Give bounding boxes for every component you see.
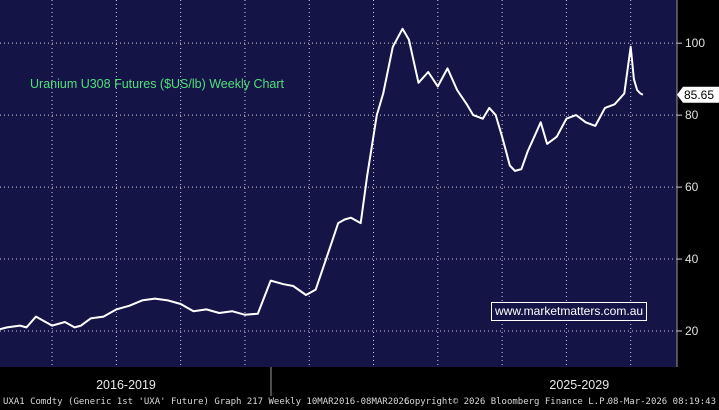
y-tick-label: 80	[685, 108, 699, 122]
last-value-marker: 85.65	[677, 86, 719, 103]
x-period-label: 2025-2029	[549, 378, 609, 392]
footer-bar: UXA1 Comdty (Generic 1st 'UXA' Future) G…	[0, 396, 719, 410]
price-line-series	[0, 27, 644, 331]
y-tick-label: 20	[685, 324, 699, 338]
y-axis-panel	[677, 0, 719, 367]
last-value-badge	[677, 86, 719, 103]
footer-timestamp: 08-Mar-2026 08:19:43	[607, 397, 716, 407]
x-period-label: 2016-2019	[96, 378, 156, 392]
chart-canvas: 20 40 60 80 100 2016-2019 2025-2029 85.65	[0, 0, 719, 396]
y-tick-label: 100	[685, 36, 705, 50]
y-tick-label: 60	[685, 180, 699, 194]
watermark-url: www.marketmatters.com.au	[491, 302, 648, 321]
y-axis-ticks: 20 40 60 80 100	[676, 0, 705, 367]
horizontal-gridlines	[0, 42, 677, 332]
footer-copyright: Copyright© 2026 Bloomberg Finance L.P.	[404, 397, 610, 407]
y-tick-label: 40	[685, 252, 699, 266]
last-value-label: 85.65	[684, 88, 714, 102]
x-axis-period-labels: 2016-2019 2025-2029	[96, 378, 609, 392]
footer-ticker-info: UXA1 Comdty (Generic 1st 'UXA' Future) G…	[3, 397, 410, 407]
chart-title: Uranium U308 Futures ($US/lb) Weekly Cha…	[30, 77, 285, 91]
x-axis-panel	[0, 367, 719, 396]
